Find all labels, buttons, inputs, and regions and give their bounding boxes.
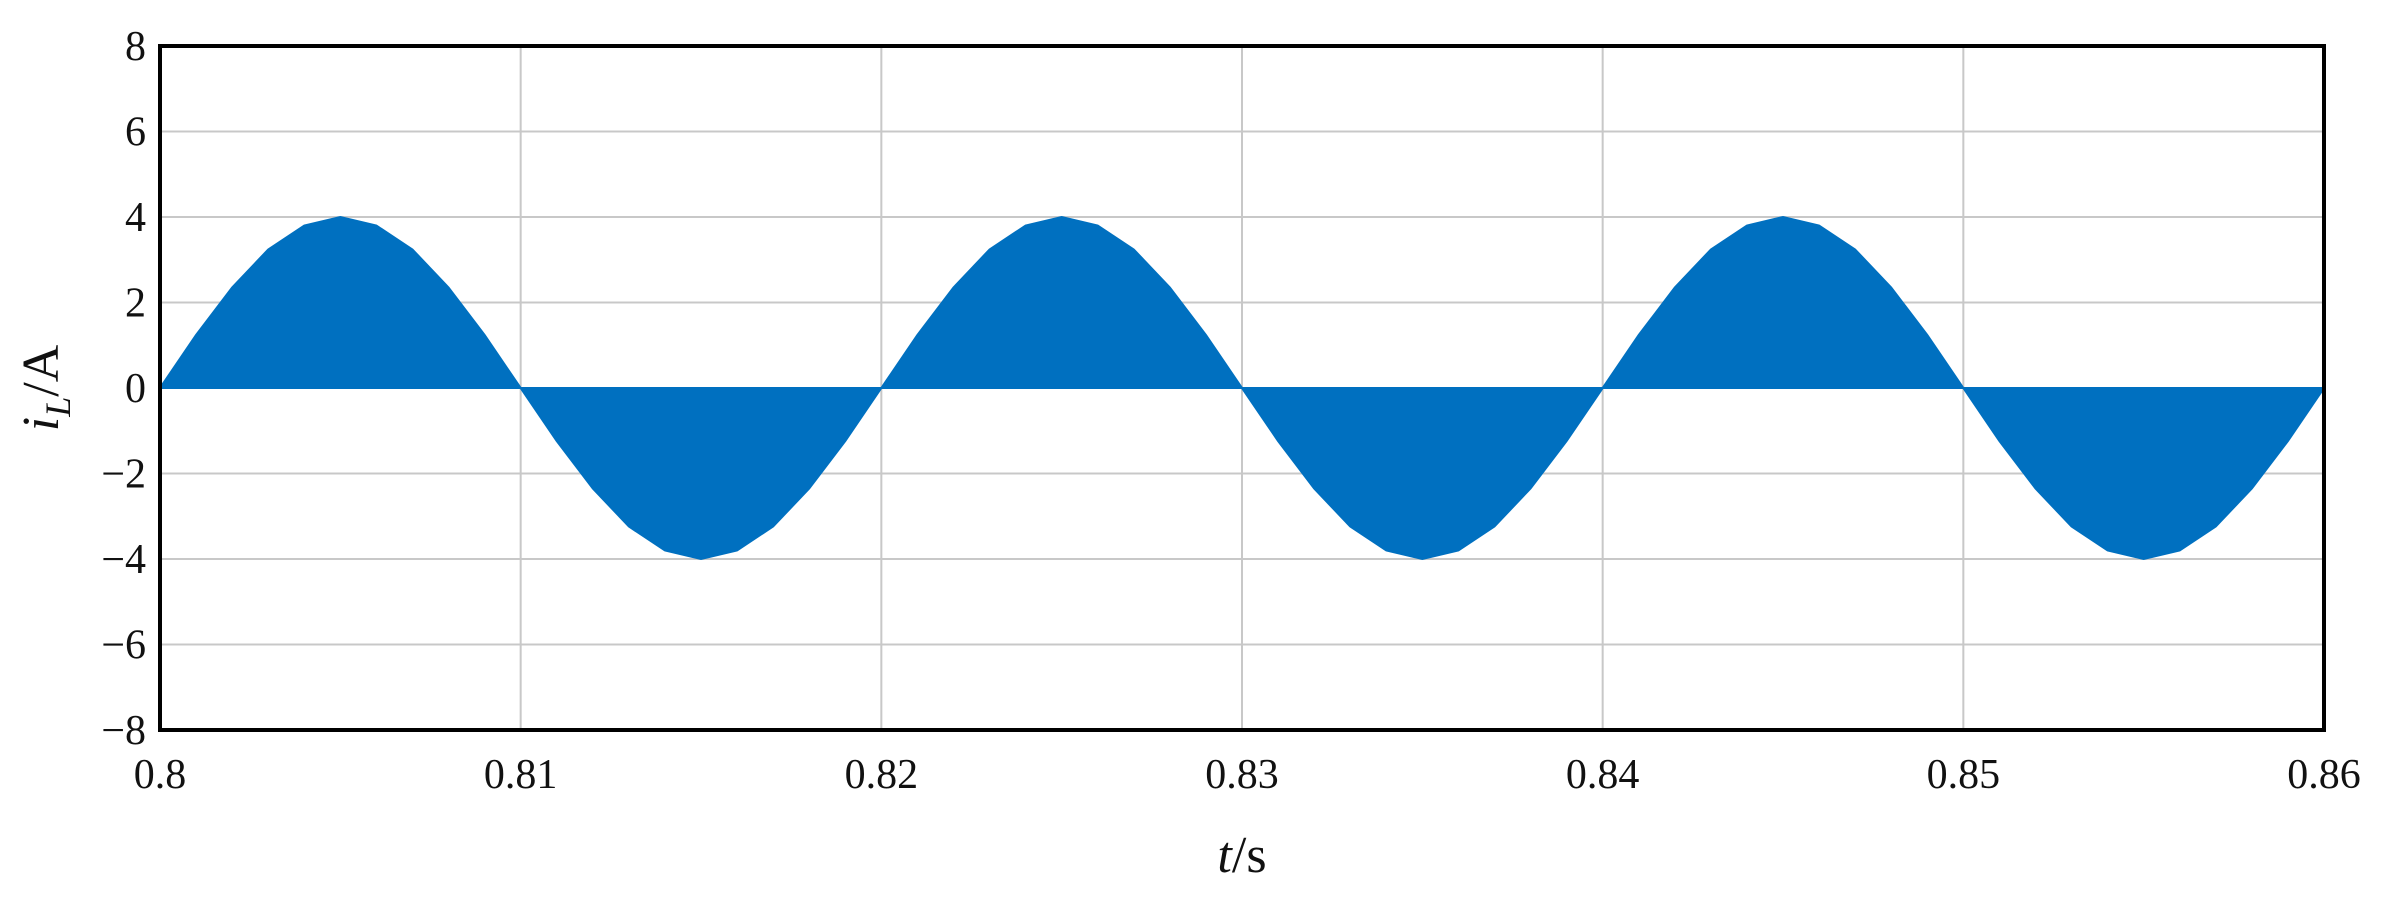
area <box>158 215 2326 561</box>
x-axis-label: t/s <box>1217 827 1266 884</box>
y-tick-label: −8 <box>101 708 146 754</box>
y-unit: /A <box>13 344 70 396</box>
y-tick-label: 0 <box>125 366 146 412</box>
y-tick-label: 6 <box>125 110 146 156</box>
y-var: i <box>13 417 70 431</box>
x-tick-label: 0.86 <box>2287 752 2361 798</box>
ticks: −8 −6 −4 −2 0 2 4 6 8 0.8 0.81 0.82 0.83 0.84 0.85 0.86 <box>101 24 2360 798</box>
y-tick-label: −6 <box>101 623 146 669</box>
x-tick-label: 0.8 <box>134 752 187 798</box>
plot <box>158 215 2326 561</box>
y-tick-label: −2 <box>101 452 146 498</box>
y-sub: L <box>38 397 78 418</box>
y-tick-label: 4 <box>125 195 146 241</box>
y-tick-label: −4 <box>101 537 146 583</box>
x-tick-label: 0.84 <box>1566 752 1640 798</box>
x-var: t <box>1217 827 1233 884</box>
x-tick-label: 0.82 <box>845 752 919 798</box>
frame <box>158 44 2326 732</box>
y-tick-label: 2 <box>125 281 146 327</box>
y-tick-label: 8 <box>125 24 146 70</box>
x-unit: /s <box>1232 827 1267 884</box>
x-tick-label: 0.83 <box>1205 752 1279 798</box>
x-tick-label: 0.81 <box>484 752 558 798</box>
x-tick-label: 0.85 <box>1927 752 2001 798</box>
y-axis-label: iL/A <box>13 344 78 431</box>
